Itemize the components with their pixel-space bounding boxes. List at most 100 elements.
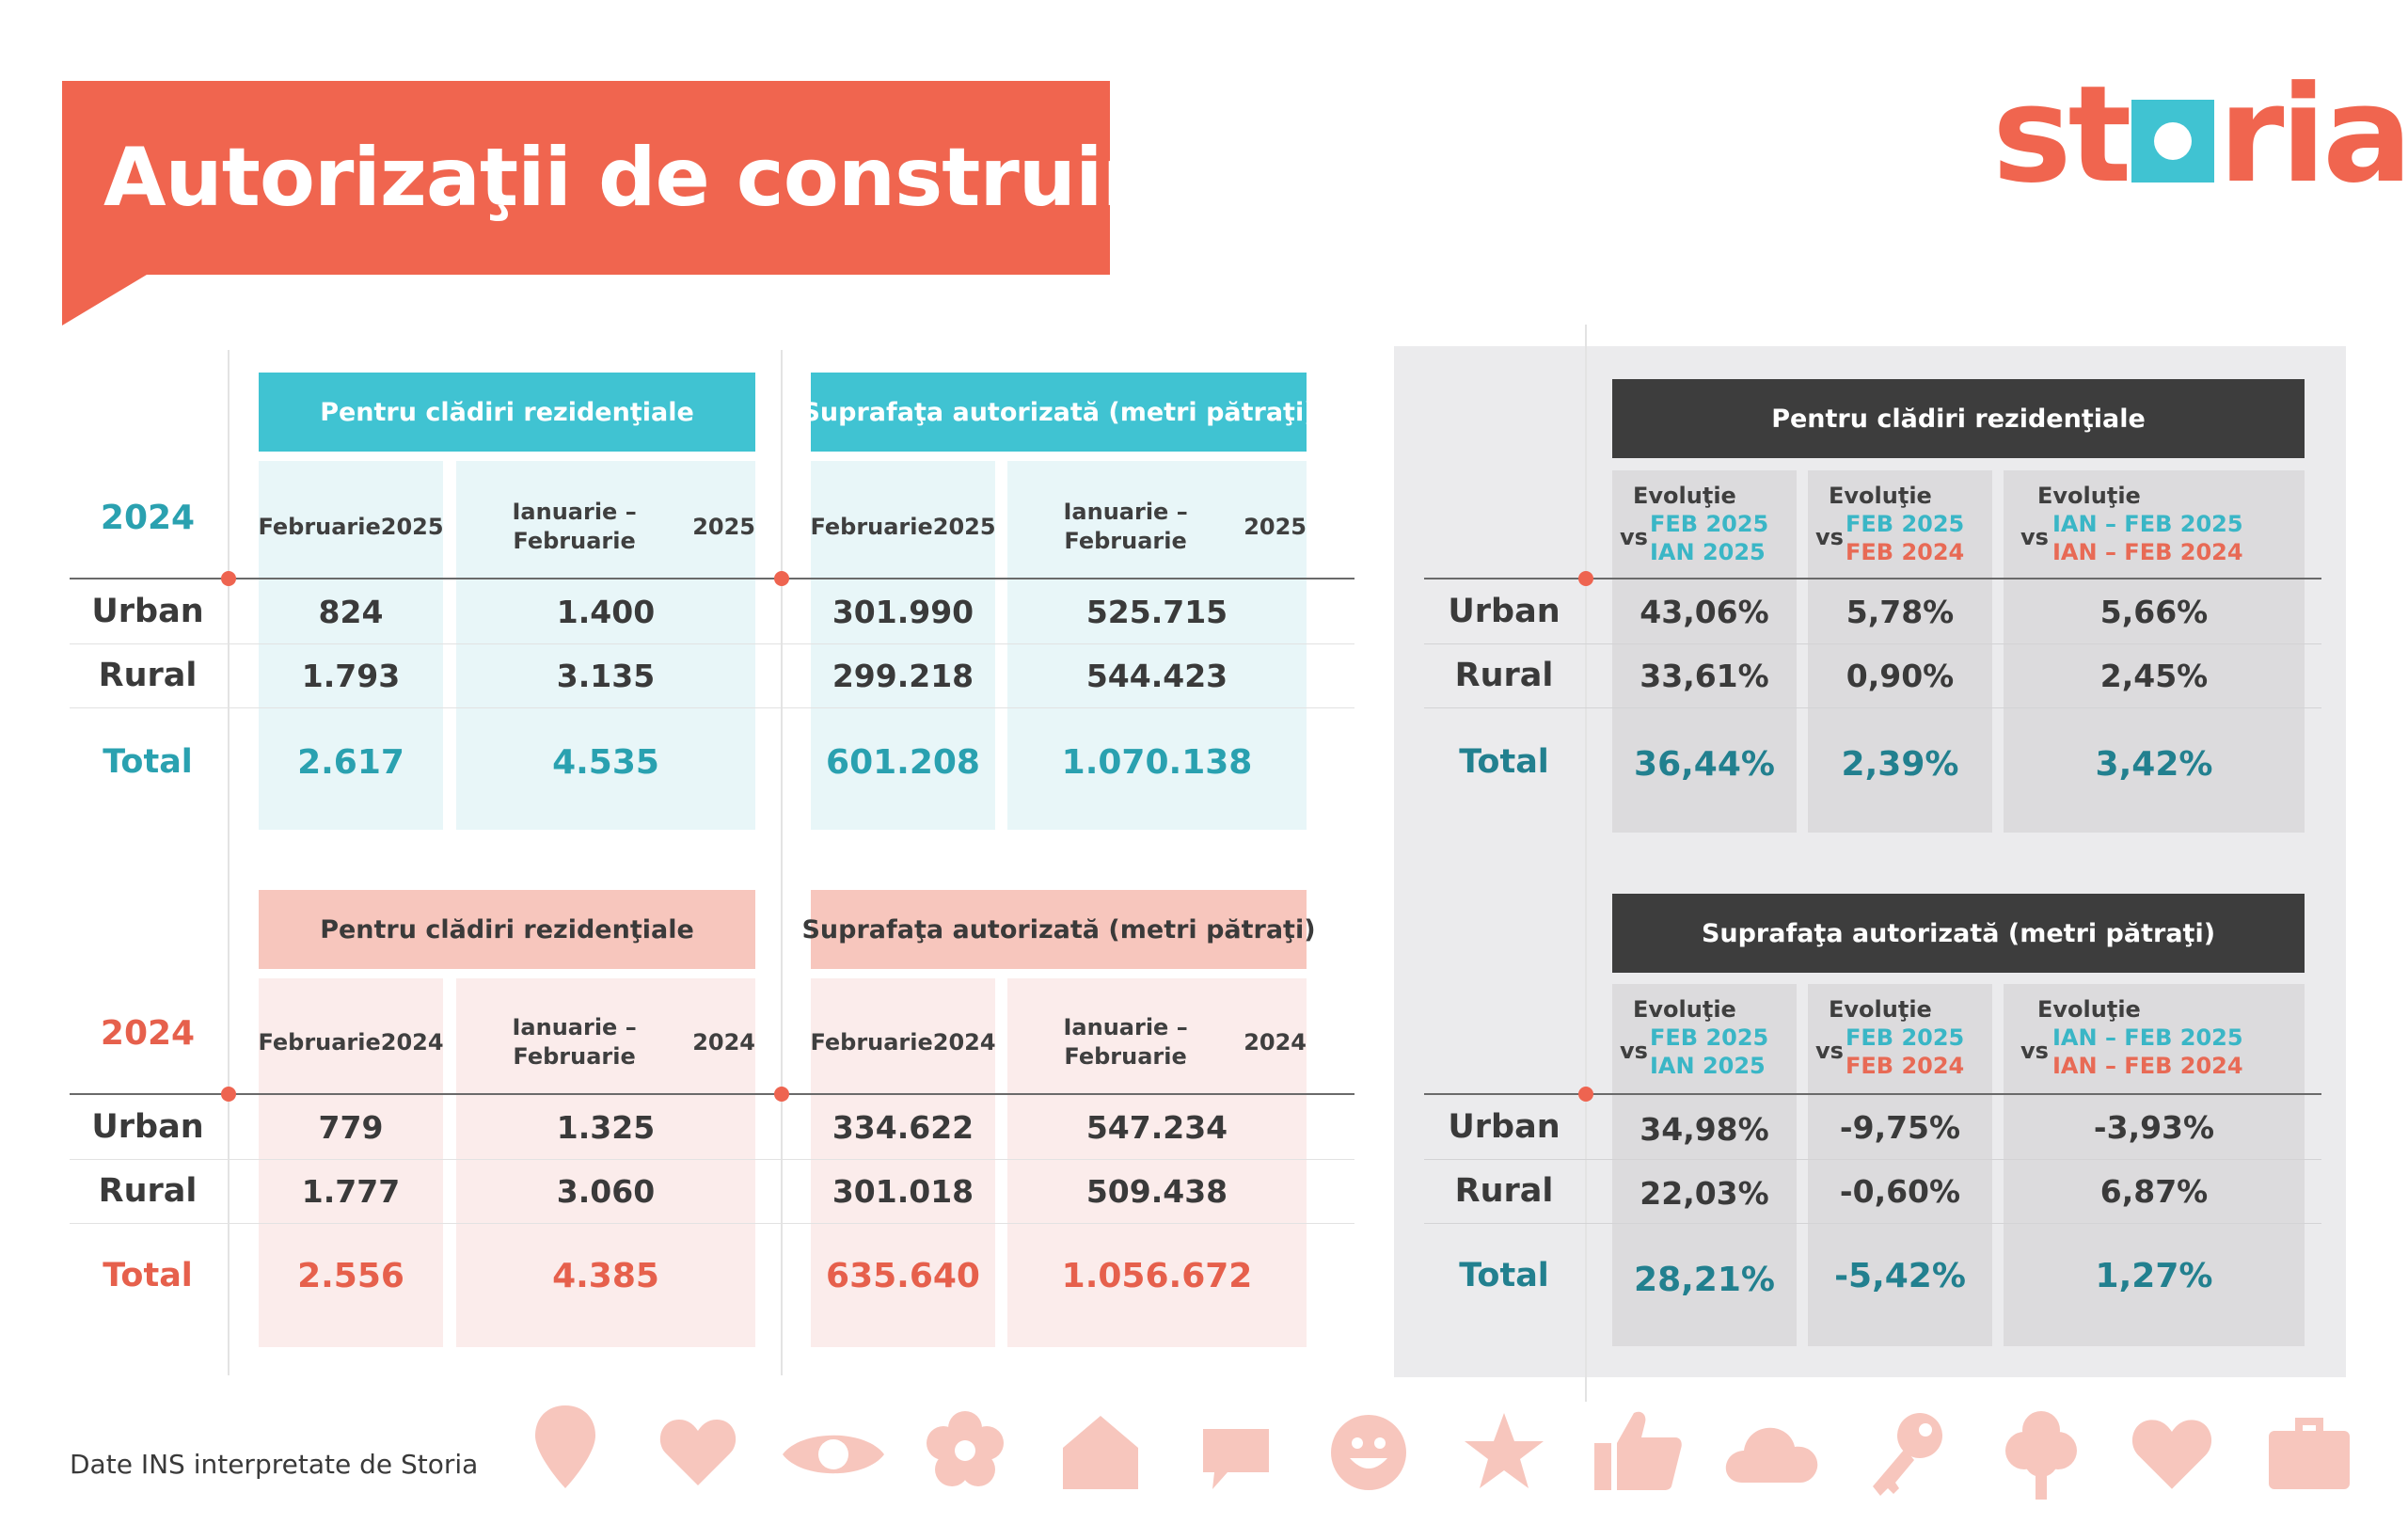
evolution-word: Evoluţie	[2037, 483, 2141, 509]
table-cell-total: 2.617	[297, 742, 404, 782]
evolution-column-header: Evoluţie vs IAN – FEB 2025 IAN – FEB 202…	[2004, 993, 2305, 1087]
period-b: FEB 2024	[1846, 539, 1965, 565]
table-cell-total: 635.640	[826, 1256, 980, 1295]
table-cell: 5,66%	[2099, 593, 2209, 630]
rule-dot	[774, 1087, 789, 1102]
vertical-divider	[781, 350, 783, 1375]
period-b: IAN – FEB 2024	[2052, 539, 2243, 565]
thumbs-up-icon	[1594, 1411, 1682, 1490]
evolution-column-header: Evoluţie vs FEB 2025 IAN 2025	[1612, 480, 1797, 574]
table-cell: 3.060	[556, 1172, 656, 1210]
period-a: FEB 2025	[1650, 1024, 1769, 1051]
table-cell: 5,78%	[1846, 593, 1955, 630]
vs-label: vs	[2020, 524, 2049, 550]
row-divider	[70, 1159, 1354, 1160]
column-header-ianfeb: Ianuarie – Februarie 2025	[512, 499, 756, 554]
table-cell-total: 2,39%	[1841, 744, 1959, 784]
surface-header: Suprafaţa autorizată (metri pătraţi)	[801, 890, 1316, 969]
evolution-column-header: Evoluţie vs FEB 2025 FEB 2024	[1808, 480, 1992, 574]
column-bg	[1612, 470, 1797, 833]
rule-dot	[774, 571, 789, 586]
key-icon	[1873, 1413, 1942, 1496]
period-a: IAN – FEB 2025	[2052, 1024, 2243, 1051]
house-icon	[1063, 1416, 1138, 1489]
table-cell: 43,06%	[1640, 593, 1769, 630]
row-label: Urban	[1448, 1108, 1560, 1146]
column-header-feb: Februarie 2024	[810, 1028, 996, 1056]
table-cell: 525.715	[1085, 593, 1228, 630]
vs-label: vs	[2020, 1038, 2049, 1064]
row-divider	[1424, 1223, 2321, 1224]
column-header-feb: Februarie 2025	[258, 513, 444, 540]
table-cell-total: 1.056.672	[1061, 1256, 1253, 1295]
row-label-total: Total	[103, 1257, 193, 1294]
flower-icon	[927, 1411, 1004, 1486]
surface-header: Suprafaţa autorizată (metri pătraţi)	[801, 373, 1316, 452]
evolution-word: Evoluţie	[1829, 996, 1932, 1023]
table-rule	[1424, 578, 2321, 579]
heart-icon	[2131, 1420, 2212, 1489]
table-cell: 2,45%	[2099, 657, 2209, 694]
row-label-total: Total	[103, 743, 193, 781]
table-cell-total: 3,42%	[2095, 744, 2213, 784]
table-cell: 544.423	[1085, 657, 1228, 694]
column-bg	[1808, 984, 1992, 1346]
row-divider	[1424, 643, 2321, 644]
period-b: FEB 2024	[1846, 1053, 1965, 1079]
column-header-feb: Februarie 2024	[258, 1028, 444, 1056]
tree-icon	[2005, 1411, 2077, 1500]
evolution-word: Evoluţie	[1829, 483, 1932, 509]
logo-text-start: st	[1992, 56, 2131, 213]
table-cell-total: 4.385	[552, 1256, 659, 1295]
period-b: IAN – FEB 2024	[2052, 1053, 2243, 1079]
table-cell: 334.622	[832, 1108, 974, 1146]
column-bg	[1007, 978, 1307, 1347]
row-label: Rural	[1454, 657, 1554, 694]
table-cell-total: 4.535	[552, 742, 659, 782]
star-icon	[1465, 1413, 1544, 1488]
row-label: Rural	[1454, 1172, 1554, 1210]
row-label: Urban	[1448, 593, 1560, 630]
year-label: 2024	[100, 498, 196, 537]
title-banner	[62, 81, 1110, 275]
column-bg	[1612, 984, 1797, 1346]
column-bg	[1007, 461, 1307, 830]
column-bg	[2004, 470, 2305, 833]
evolution-surface-header: Suprafaţa autorizată (metri pătraţi)	[1612, 894, 2305, 973]
table-cell: 3.135	[556, 657, 656, 694]
table-cell: 509.438	[1085, 1172, 1228, 1210]
row-divider	[1424, 707, 2321, 708]
vs-label: vs	[1620, 524, 1648, 550]
page-title: Autorizaţii de construire	[103, 131, 1196, 225]
evolution-column-header: Evoluţie vs IAN – FEB 2025 IAN – FEB 202…	[2004, 480, 2305, 574]
chat-bubble-icon	[1203, 1429, 1269, 1489]
table-cell: 824	[318, 593, 384, 630]
period-b: IAN 2025	[1650, 1053, 1766, 1079]
eye-icon	[783, 1435, 884, 1474]
map-pin-icon	[535, 1405, 595, 1488]
vertical-divider	[228, 350, 230, 1375]
evolution-word: Evoluţie	[1633, 483, 1736, 509]
table-cell: 0,90%	[1846, 657, 1955, 694]
evolution-word: Evoluţie	[2037, 996, 2141, 1023]
rule-dot	[1578, 1087, 1593, 1102]
column-bg	[259, 461, 443, 830]
column-header-ianfeb: Ianuarie – Februarie 2024	[1063, 1014, 1307, 1070]
column-bg	[456, 978, 755, 1347]
row-divider	[1424, 1159, 2321, 1160]
table-cell: -9,75%	[1839, 1108, 1961, 1146]
residential-header: Pentru clădiri rezidenţiale	[259, 890, 755, 969]
year-label: 2024	[100, 1013, 196, 1053]
column-bg	[456, 461, 755, 830]
table-rule	[1424, 1093, 2321, 1095]
row-label-total: Total	[1459, 1257, 1549, 1294]
period-a: FEB 2025	[1846, 511, 1965, 537]
column-header-feb: Februarie 2025	[810, 513, 996, 540]
row-label: Urban	[91, 1108, 204, 1146]
column-bg	[1808, 470, 1992, 833]
table-cell: 301.018	[832, 1172, 974, 1210]
column-bg	[811, 978, 995, 1347]
vs-label: vs	[1815, 1038, 1844, 1064]
rule-dot	[1578, 571, 1593, 586]
table-cell-total: 28,21%	[1634, 1260, 1775, 1299]
